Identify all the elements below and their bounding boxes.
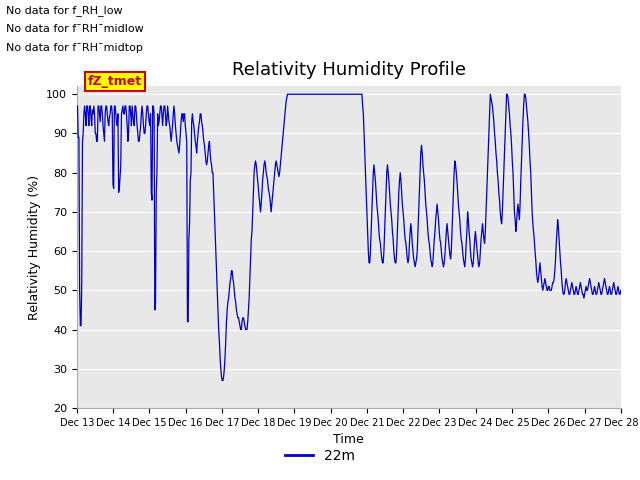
Legend: 22m: 22m [280, 443, 360, 468]
X-axis label: Time: Time [333, 433, 364, 446]
Text: No data for f¯RH¯midlow: No data for f¯RH¯midlow [6, 24, 144, 34]
Text: fZ_tmet: fZ_tmet [88, 75, 142, 88]
Text: No data for f_RH_low: No data for f_RH_low [6, 5, 123, 16]
Y-axis label: Relativity Humidity (%): Relativity Humidity (%) [28, 175, 40, 320]
Title: Relativity Humidity Profile: Relativity Humidity Profile [232, 61, 466, 79]
Text: No data for f¯RH¯midtop: No data for f¯RH¯midtop [6, 43, 143, 53]
